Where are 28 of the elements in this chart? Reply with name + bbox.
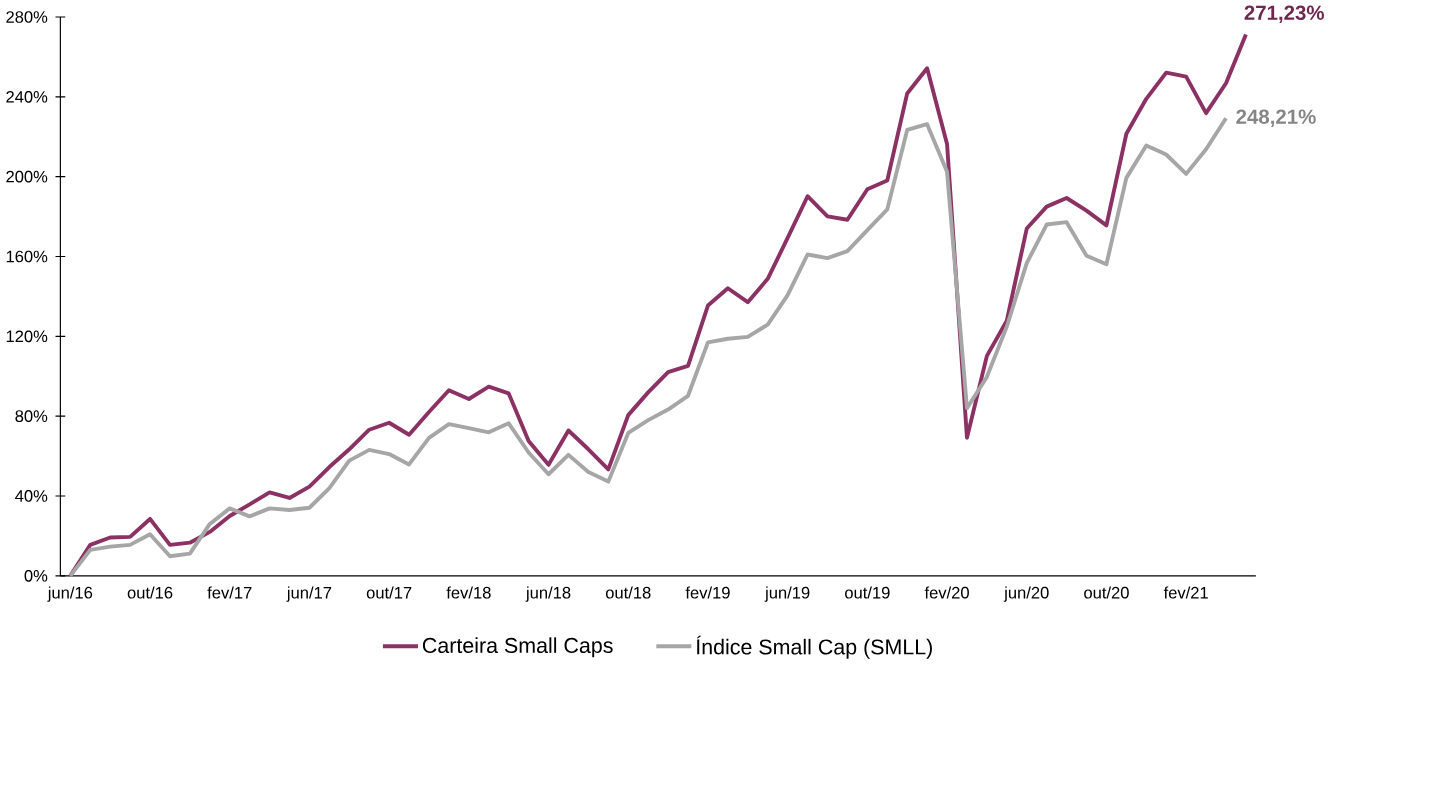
y-tick-label: 160% [6,250,48,263]
y-tick-label: 240% [6,90,48,103]
x-tick-label: out/18 [605,586,651,599]
y-tick-label: 80% [15,410,48,422]
x-tick-label: jun/17 [286,586,332,602]
y-tick-label: 0% [24,569,48,582]
x-tick-label: out/20 [1084,586,1129,599]
line-series [68,116,1228,578]
y-tick-label: 120% [6,330,48,343]
x-tick-label: fev/20 [924,586,969,599]
x-tick-label: jun/18 [525,586,571,602]
annotation: 271,23% [1244,5,1325,23]
x-tick-label: out/16 [127,586,173,599]
x-tick-label: out/19 [845,586,890,599]
x-tick-label: fev/21 [1163,586,1208,599]
legend-label: Carteira Small Caps [422,637,613,658]
x-tick-label: fev/18 [446,586,491,599]
y-tick-label: 280% [6,10,48,23]
x-tick-label: fev/17 [207,586,252,599]
x-tick-label: jun/20 [1003,586,1049,602]
annotation: 248,21% [1236,109,1316,127]
x-tick-label: out/17 [366,586,412,599]
y-tick-label: 40% [15,489,48,502]
x-tick-label: jun/16 [47,586,93,602]
x-tick-label: jun/19 [764,586,810,602]
legend-label: Índice Small Cap (SMLL) [696,635,932,659]
y-tick-label: 200% [6,170,48,183]
x-tick-label: fev/19 [685,586,730,599]
